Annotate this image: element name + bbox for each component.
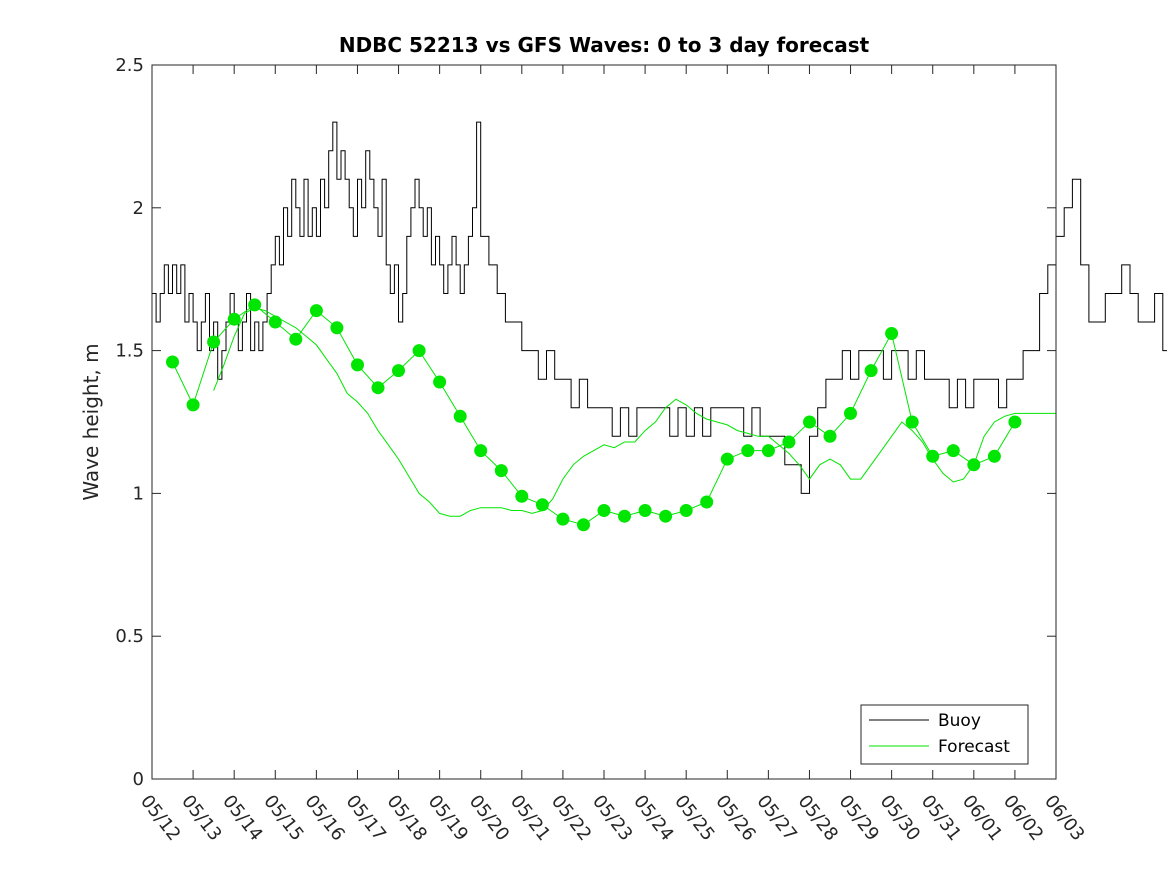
forecast-point: [597, 504, 611, 517]
forecast-markers: [166, 298, 1022, 532]
forecast-point: [330, 321, 344, 335]
y-tick-label: 1: [133, 483, 144, 504]
forecast-point: [535, 498, 549, 512]
legend-box: [860, 704, 1029, 765]
forecast-point: [289, 332, 303, 346]
forecast-point: [433, 375, 447, 389]
forecast-point: [453, 409, 467, 423]
y-tick-label: 2: [133, 198, 144, 219]
forecast-point: [515, 489, 529, 503]
forecast-point: [392, 364, 405, 378]
legend-label-buoy: Buoy: [938, 711, 981, 731]
chart-title: NDBC 52213 vs GFS Waves: 0 to 3 day fore…: [339, 33, 870, 57]
forecast-point: [1008, 415, 1022, 429]
forecast-point: [823, 429, 837, 443]
forecast-point: [371, 381, 385, 395]
forecast-point: [474, 444, 488, 458]
forecast-point: [803, 415, 816, 429]
forecast-point: [186, 398, 200, 412]
forecast-point: [618, 509, 631, 523]
forecast-point: [905, 415, 919, 429]
forecast-point: [638, 504, 652, 517]
forecast-point: [946, 444, 960, 458]
forecast-point: [248, 298, 262, 312]
forecast-point: [412, 344, 426, 358]
forecast-point: [227, 312, 241, 326]
y-axis-label: Wave height, m: [79, 343, 103, 500]
y-tick-label: 0.5: [115, 626, 144, 647]
forecast-point: [577, 518, 590, 532]
forecast-point: [268, 315, 282, 329]
forecast-point: [782, 435, 796, 449]
forecast-point: [556, 512, 570, 526]
forecast-point: [207, 335, 221, 349]
forecast-point: [309, 304, 323, 318]
y-tick-label: 2.5: [115, 55, 144, 76]
forecast-point: [679, 504, 693, 517]
forecast-point: [864, 364, 878, 378]
forecast-point: [494, 464, 508, 478]
forecast-point: [351, 358, 364, 372]
forecast-point: [659, 509, 673, 523]
legend-label-forecast: Forecast: [938, 737, 1010, 757]
forecast-point: [885, 327, 899, 340]
forecast-point: [166, 355, 179, 369]
y-tick-label: 0: [133, 769, 144, 790]
forecast-point: [844, 406, 857, 420]
forecast-point: [720, 452, 734, 466]
forecast-point: [761, 444, 775, 458]
forecast-point: [741, 444, 755, 458]
y-tick-label: 1.5: [115, 341, 144, 362]
chart-legend: Buoy Forecast: [860, 704, 1029, 765]
y-axis-ticks: 0 0.5 1 1.5 2 2.5: [115, 55, 1056, 790]
buoy-series-line: [152, 121, 1167, 494]
forecast-point: [926, 449, 940, 463]
forecast-point: [700, 495, 714, 509]
forecast-point: [967, 458, 981, 472]
forecast-series-line-1: [213, 307, 1056, 517]
forecast-point: [987, 449, 1001, 463]
